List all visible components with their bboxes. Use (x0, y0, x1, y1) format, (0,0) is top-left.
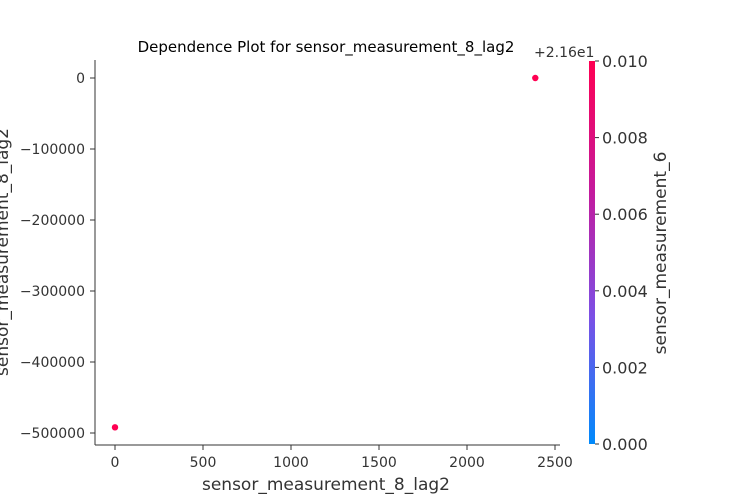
chart-title: Dependence Plot for sensor_measurement_8… (138, 38, 515, 57)
y-axis-offset-label: +2.16e1 (534, 45, 594, 61)
x-tick-label: 2000 (449, 455, 485, 471)
x-tick-label: 1500 (361, 455, 397, 471)
x-tick-label: 2500 (537, 455, 573, 471)
colorbar-tick-label: 0.002 (602, 358, 648, 377)
x-axis-ticks: 0 500 1000 1500 2000 2500 (111, 445, 573, 471)
y-tick-label: −400000 (20, 355, 85, 371)
x-tick-label: 1000 (273, 455, 309, 471)
x-axis-label: sensor_measurement_8_lag2 (202, 475, 450, 495)
y-axis-label: sensor_measurement_8_lag2 (0, 128, 13, 376)
colorbar-tick-label: 0.000 (602, 435, 648, 454)
y-tick-label: 0 (76, 71, 85, 87)
y-axis-ticks: 0 −100000 −200000 −300000 −400000 −500000 (20, 71, 95, 442)
colorbar-tick-label: 0.004 (602, 282, 648, 301)
colorbar-ticks: 0.000 0.002 0.004 0.006 0.008 0.010 (595, 52, 648, 454)
x-tick-label: 0 (111, 455, 120, 471)
colorbar-label: sensor_measurement_6 (651, 152, 671, 355)
colorbar-tick-label: 0.010 (602, 52, 648, 71)
colorbar-tick-label: 0.006 (602, 205, 648, 224)
colorbar-tick-label: 0.008 (602, 129, 648, 148)
y-tick-label: −100000 (20, 142, 85, 158)
x-tick-label: 500 (190, 455, 217, 471)
y-tick-label: −500000 (20, 426, 85, 442)
scatter-points (111, 74, 539, 431)
scatter-point (532, 74, 539, 82)
y-tick-label: −200000 (20, 213, 85, 229)
scatter-point (111, 424, 119, 431)
colorbar (589, 61, 595, 444)
y-tick-label: −300000 (20, 284, 85, 300)
